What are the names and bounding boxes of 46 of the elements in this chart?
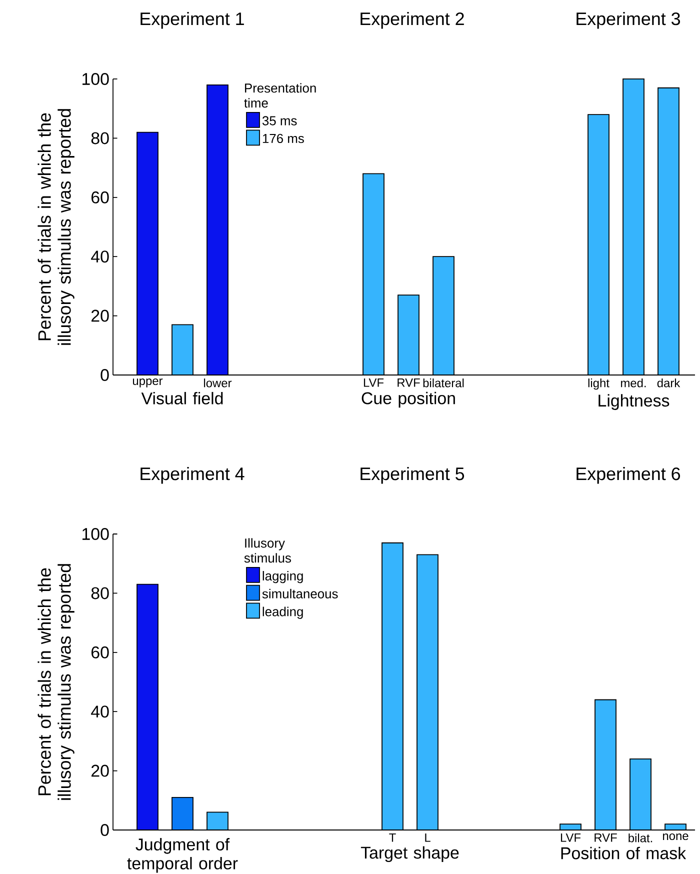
x-axis-title: Visual field	[141, 392, 223, 404]
x-tick-label: upper	[132, 378, 163, 388]
y-tick-label: 0	[100, 368, 109, 381]
x-tick-label: RVF	[594, 834, 617, 842]
chart-title: Experiment 2	[360, 12, 464, 29]
legend-title: Presentation time	[244, 83, 316, 108]
legend-label: 35 ms	[262, 116, 297, 126]
chart-title: Experiment 6	[576, 467, 680, 484]
chart-title: Experiment 5	[360, 467, 464, 484]
x-tick-label: none	[663, 834, 688, 840]
x-tick-label: RVF	[398, 378, 420, 387]
y-tick-label: 100	[82, 72, 109, 85]
x-tick-label: bilat.	[628, 834, 652, 842]
chart-title: Experiment 4	[140, 467, 244, 484]
x-tick-label: light	[588, 378, 610, 390]
x-axis-title: Lightness	[598, 394, 670, 410]
y-tick-label: 20	[92, 764, 109, 777]
x-axis-title: Cue position	[362, 392, 455, 408]
x-tick-label: lower	[204, 378, 232, 388]
y-tick-label: 60	[92, 191, 109, 204]
x-axis-title: Target shape	[360, 846, 459, 862]
y-tick-label: 40	[91, 706, 109, 718]
chart-title: Experiment 1	[140, 12, 244, 29]
y-tick-label: 80	[91, 587, 109, 600]
y-tick-label: 20	[92, 310, 109, 322]
legend-label: 176 ms	[262, 134, 304, 144]
y-tick-label: 100	[82, 528, 109, 540]
x-tick-label: LVF	[364, 378, 384, 387]
y-tick-label: 40	[91, 250, 109, 263]
y-axis-title: Percent of trials in which the illusory stimulus was reported	[38, 564, 74, 800]
chart-title: Experiment 3	[576, 12, 680, 29]
legend-label: leading	[262, 606, 303, 619]
y-tick-label: 80	[91, 132, 109, 144]
x-tick-label: T	[389, 834, 396, 842]
x-axis-title: Position of mask	[561, 846, 686, 860]
y-tick-label: 60	[92, 646, 109, 658]
x-axis-title: Judgment of temporal order	[127, 838, 238, 873]
y-tick-label: 0	[100, 824, 109, 836]
legend-label: simultaneous	[262, 588, 338, 598]
x-tick-label: dark	[657, 378, 680, 388]
x-tick-label: bilateral	[423, 378, 464, 388]
y-axis-title: Percent of trials in which the illusory stimulus was reported	[38, 109, 74, 345]
x-tick-label: med.	[621, 378, 646, 388]
x-tick-label: LVF	[560, 834, 581, 842]
legend-label: lagging	[262, 571, 303, 584]
x-tick-label: L	[425, 834, 430, 842]
